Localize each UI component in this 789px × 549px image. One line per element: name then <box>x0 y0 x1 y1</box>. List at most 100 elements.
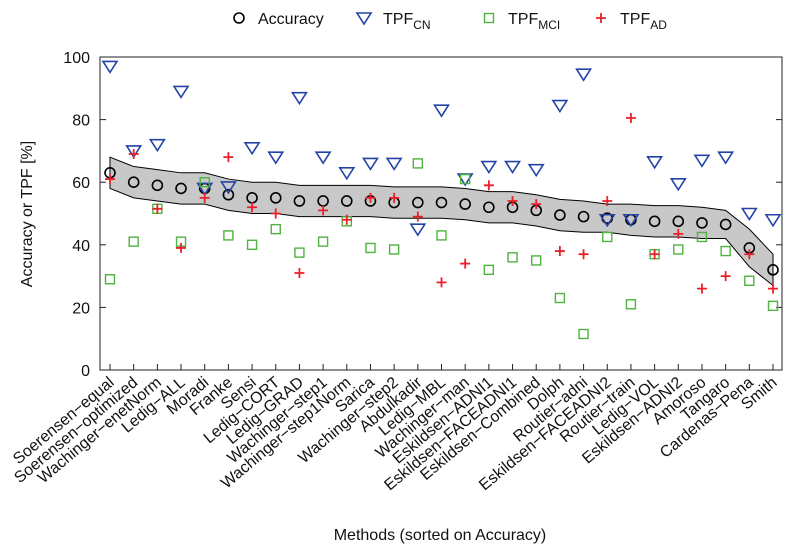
legend-label: TPFMCI <box>508 11 560 32</box>
marker-triangle <box>314 151 332 165</box>
marker-triangle <box>598 213 616 228</box>
marker-square <box>199 176 210 188</box>
marker-circle <box>127 176 140 188</box>
y-tick-label: 40 <box>72 238 90 255</box>
marker-triangle <box>219 181 237 195</box>
marker-plus <box>412 211 423 222</box>
marker-square <box>436 230 447 241</box>
legend-subscript: MCI <box>538 18 560 32</box>
x-axis-label: Methods (sorted on Accuracy) <box>334 527 547 544</box>
marker-square <box>104 274 116 285</box>
legend-subscript: AD <box>650 18 667 32</box>
y-tick-label: 0 <box>81 363 90 380</box>
marker-triangle <box>646 156 664 170</box>
marker-triangle <box>385 157 403 171</box>
marker-square <box>744 275 755 286</box>
marker-plus <box>436 277 447 288</box>
legend-label: Accuracy <box>258 11 324 28</box>
marker-circle <box>175 182 187 195</box>
marker-circle <box>435 196 448 209</box>
marker-triangle <box>267 151 285 165</box>
marker-plus <box>223 152 234 163</box>
marker-circle <box>767 264 779 276</box>
marker-plus <box>696 283 707 294</box>
marker-plus <box>768 283 778 294</box>
marker-plus <box>105 174 115 185</box>
marker-square <box>294 247 305 258</box>
marker-square <box>246 239 258 251</box>
marker-triangle <box>338 167 356 181</box>
marker-plus <box>152 203 163 214</box>
marker-square <box>578 328 589 340</box>
marker-square <box>223 230 234 241</box>
marker-circle <box>696 217 708 229</box>
legend-marker <box>483 12 495 24</box>
legend-marker <box>355 12 373 26</box>
marker-triangle <box>433 104 450 118</box>
marker-circle <box>648 215 661 228</box>
marker-plus <box>744 249 755 260</box>
marker-square <box>531 255 542 266</box>
marker-triangle <box>693 154 711 168</box>
marker-plus <box>578 249 589 260</box>
marker-circle <box>459 198 471 210</box>
marker-triangle <box>172 85 190 99</box>
marker-square <box>554 292 566 304</box>
marker-plus <box>673 228 684 239</box>
marker-circle <box>672 215 685 228</box>
marker-triangle <box>740 207 758 221</box>
marker-circle <box>340 195 353 207</box>
marker-square <box>483 264 495 276</box>
marker-square <box>365 242 376 254</box>
marker-circle <box>269 192 282 204</box>
legend-marker <box>596 13 606 23</box>
marker-triangle <box>101 60 119 74</box>
legend-name: TPF <box>383 11 413 28</box>
legend-marker <box>233 12 245 24</box>
marker-triangle <box>527 163 545 178</box>
marker-triangle <box>764 213 782 228</box>
marker-square <box>128 236 139 247</box>
x-tick-label: Soerensen−optimized <box>11 374 141 487</box>
marker-square <box>459 173 471 185</box>
y-tick-label: 60 <box>72 175 90 192</box>
marker-plus <box>649 249 660 260</box>
marker-triangle <box>575 68 593 82</box>
marker-circle <box>577 210 590 223</box>
marker-triangle <box>669 177 687 192</box>
marker-triangle <box>362 157 379 171</box>
marker-circle <box>719 218 732 231</box>
marker-square <box>625 299 637 310</box>
marker-square <box>602 231 613 243</box>
marker-square <box>767 300 779 312</box>
marker-circle <box>554 209 566 221</box>
marker-plus <box>602 195 613 206</box>
marker-plus <box>531 199 542 210</box>
legend-label: TPFAD <box>620 11 667 32</box>
marker-circle <box>293 195 306 207</box>
y-tick-label: 20 <box>72 300 90 317</box>
marker-plus <box>247 202 258 213</box>
marker-plus <box>483 180 494 191</box>
marker-plus <box>507 195 518 206</box>
marker-triangle <box>480 160 498 175</box>
marker-circle <box>483 201 495 214</box>
legend-label: TPFCN <box>383 11 431 32</box>
legend-name: TPF <box>620 11 650 28</box>
marker-plus <box>176 242 187 253</box>
y-axis-label: Accuracy or TPF [%] <box>19 141 36 287</box>
marker-triangle <box>243 141 261 156</box>
marker-triangle <box>551 99 569 114</box>
marker-plus <box>270 208 281 219</box>
marker-triangle <box>717 151 735 165</box>
marker-plus <box>341 214 352 225</box>
marker-plus <box>199 192 210 203</box>
legend-subscript: CN <box>413 18 430 32</box>
y-tick-label: 100 <box>63 50 90 67</box>
marker-square <box>696 231 708 243</box>
marker-triangle <box>504 160 521 175</box>
marker-square <box>507 252 518 263</box>
marker-plus <box>720 271 731 282</box>
marker-square <box>270 223 281 235</box>
